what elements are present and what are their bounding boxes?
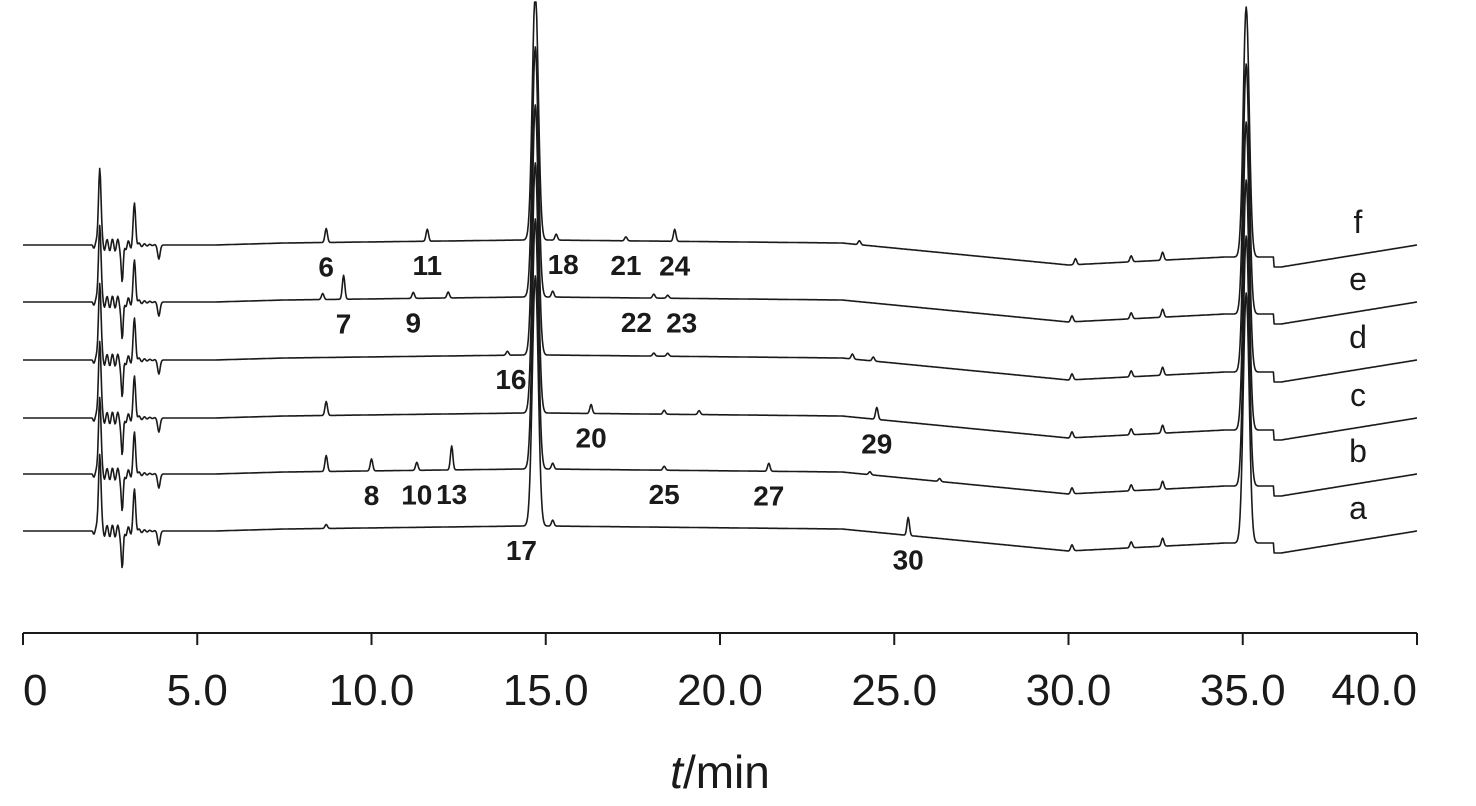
peak-label: 13 [436, 479, 467, 510]
peak-label: 24 [659, 250, 691, 281]
peak-label: 10 [401, 479, 432, 510]
x-axis: 0 5.0 10.0 15.0 20.0 25.0 30.0 35.0 40.0 [22, 632, 1418, 715]
trace-label-f: f [1354, 204, 1363, 240]
trace-d [22, 104, 1418, 398]
peak-label-group: 6 11 18 21 24 7 9 22 23 16 20 29 8 10 13 25 27 17 30 [318, 249, 923, 575]
trace-label-e: e [1349, 261, 1367, 297]
trace-e [22, 46, 1418, 340]
peak-label: 11 [412, 250, 442, 281]
x-tick-label: 5.0 [167, 666, 228, 715]
x-tick-label: 40.0 [1331, 666, 1417, 715]
peak-label: 25 [649, 479, 680, 510]
x-tick-label: 10.0 [329, 666, 415, 715]
x-axis-title-unit: /min [683, 746, 770, 798]
trace-label-b: b [1349, 433, 1367, 469]
x-tick-label: 30.0 [1026, 666, 1112, 715]
peak-label: 21 [610, 250, 641, 281]
peak-label: 29 [861, 428, 892, 459]
x-axis-title-italic: t [670, 746, 685, 798]
trace-b [22, 218, 1418, 512]
trace-group [22, 1, 1418, 569]
trace-f [22, 1, 1418, 283]
x-axis-title: t/min [670, 746, 770, 798]
trace-a [22, 275, 1418, 569]
trace-label-d: d [1349, 319, 1367, 355]
x-tick-label: 20.0 [677, 666, 763, 715]
peak-label: 27 [753, 480, 784, 511]
x-tick-label: 35.0 [1200, 666, 1286, 715]
x-tick-label: 0 [23, 666, 47, 715]
trace-c [22, 162, 1418, 456]
peak-label: 6 [318, 251, 334, 282]
x-tick-label: 15.0 [503, 666, 589, 715]
peak-label: 20 [576, 422, 607, 453]
peak-label: 30 [893, 544, 924, 575]
peak-label: 17 [506, 535, 537, 566]
peak-label: 8 [364, 480, 380, 511]
peak-label: 18 [548, 249, 579, 280]
peak-label: 16 [495, 364, 526, 395]
x-tick-label: 25.0 [851, 666, 937, 715]
trace-label-a: a [1349, 490, 1367, 526]
peak-label: 9 [406, 307, 422, 338]
peak-label: 7 [336, 308, 352, 339]
peak-label: 22 [621, 307, 652, 338]
peak-label: 23 [666, 307, 697, 338]
trace-label-c: c [1350, 377, 1366, 413]
